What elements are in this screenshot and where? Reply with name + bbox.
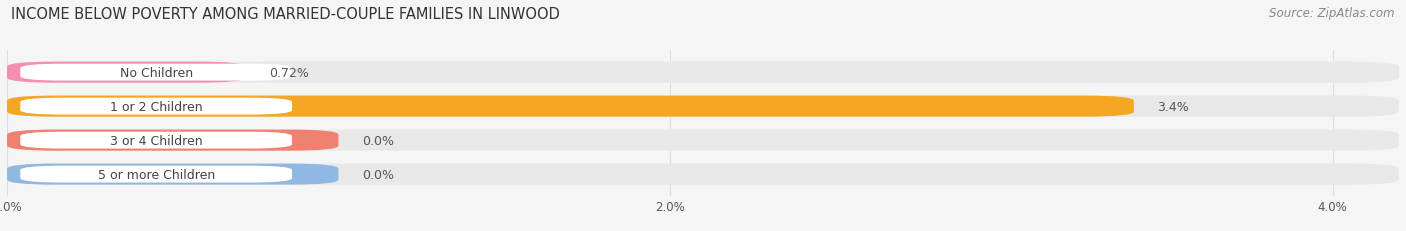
FancyBboxPatch shape (7, 96, 1133, 117)
Text: INCOME BELOW POVERTY AMONG MARRIED-COUPLE FAMILIES IN LINWOOD: INCOME BELOW POVERTY AMONG MARRIED-COUPL… (11, 7, 560, 22)
Text: 1 or 2 Children: 1 or 2 Children (110, 100, 202, 113)
FancyBboxPatch shape (20, 64, 292, 81)
Text: 3 or 4 Children: 3 or 4 Children (110, 134, 202, 147)
FancyBboxPatch shape (20, 132, 292, 149)
FancyBboxPatch shape (7, 62, 1399, 83)
Text: 0.0%: 0.0% (361, 168, 394, 181)
Text: 0.72%: 0.72% (269, 66, 309, 79)
FancyBboxPatch shape (7, 164, 339, 185)
FancyBboxPatch shape (7, 96, 1399, 117)
Text: 3.4%: 3.4% (1157, 100, 1189, 113)
Text: 5 or more Children: 5 or more Children (97, 168, 215, 181)
FancyBboxPatch shape (7, 130, 339, 151)
FancyBboxPatch shape (7, 62, 246, 83)
Text: Source: ZipAtlas.com: Source: ZipAtlas.com (1270, 7, 1395, 20)
FancyBboxPatch shape (20, 166, 292, 183)
FancyBboxPatch shape (7, 164, 1399, 185)
Text: 0.0%: 0.0% (361, 134, 394, 147)
FancyBboxPatch shape (7, 130, 1399, 151)
Text: No Children: No Children (120, 66, 193, 79)
FancyBboxPatch shape (20, 98, 292, 115)
